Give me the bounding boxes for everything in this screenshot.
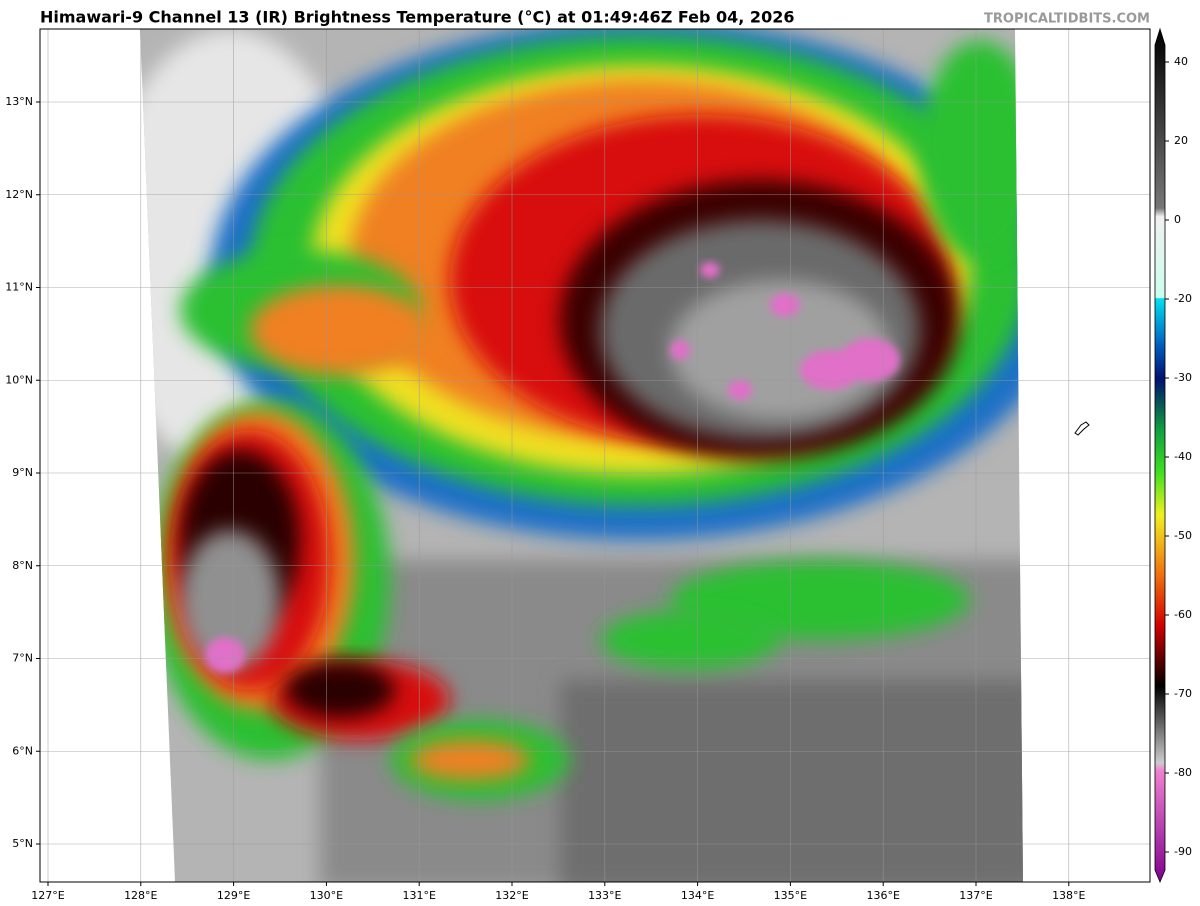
lat-label: 10°N [5,373,33,386]
cloud-blob [600,610,780,670]
lat-label: 5°N [12,837,33,850]
lat-label: 6°N [12,744,33,757]
map-frame [39,28,1151,883]
lon-label: 130°E [310,889,343,902]
lat-label: 9°N [12,466,33,479]
island-outline [1074,421,1090,436]
lon-label: 131°E [402,889,435,902]
colorbar-label: -80 [1174,766,1192,779]
colorbar-label: -20 [1174,292,1192,305]
lon-label: 134°E [681,889,714,902]
cold-top [840,338,900,382]
colorbar-label: 40 [1174,55,1188,68]
colorbar-label: 20 [1174,134,1188,147]
cold-top [770,293,800,317]
colorbar-label: -90 [1174,845,1192,858]
title: Himawari-9 Channel 13 (IR) Brightness Te… [40,8,794,27]
lat-label: 11°N [5,281,33,294]
cold-top [205,637,245,673]
lat-label: 8°N [12,559,33,572]
lon-label: 138°E [1052,889,1085,902]
lat-label: 7°N [12,652,33,665]
lon-label: 136°E [866,889,899,902]
cloud-blob [250,285,430,375]
cold-top [670,340,690,360]
lon-label: 133°E [588,889,621,902]
satellite-imagery [140,29,1023,882]
lon-label: 128°E [124,889,157,902]
lat-label: 13°N [5,95,33,108]
cold-top [728,380,752,400]
colorbar-label: -60 [1174,608,1192,621]
colorbar-label: 0 [1174,213,1181,226]
lon-label: 135°E [774,889,807,902]
lon-label: 127°E [31,889,64,902]
lat-label: 12°N [5,188,33,201]
cloud-blob [180,530,280,670]
lon-label: 129°E [217,889,250,902]
lon-label: 132°E [495,889,528,902]
watermark: TROPICALTIDBITS.COM [984,12,1150,27]
colorbar-label: -30 [1174,371,1192,384]
cloud-blob [920,40,1023,260]
cloud-blob [285,662,395,718]
colorbar-label: -70 [1174,687,1192,700]
cloud-blob [410,740,530,780]
cold-top [700,262,720,278]
colorbar-label: -50 [1174,529,1192,542]
colorbar-label: -40 [1174,450,1192,463]
lon-label: 137°E [959,889,992,902]
graticule: 127°E 128°E 129°E 130°E 131°E 132°E 133°E 134°E… [5,29,1150,902]
clear-region [560,680,1023,882]
colorbar: 40 20 0 -20 -30 -40 -50 -60 -70 -80 -90 [1154,27,1192,884]
colorbar-bar [1154,27,1166,884]
